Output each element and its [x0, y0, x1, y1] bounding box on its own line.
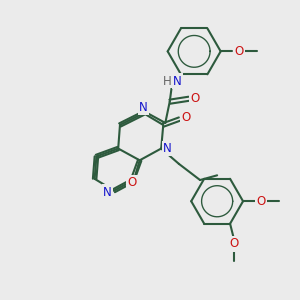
- Text: H: H: [163, 75, 171, 88]
- Text: N: N: [139, 101, 148, 114]
- Text: O: O: [128, 176, 137, 190]
- Text: O: O: [128, 176, 137, 190]
- Text: H: H: [163, 75, 171, 88]
- Text: N: N: [173, 75, 182, 88]
- Text: O: O: [257, 195, 266, 208]
- Text: O: O: [234, 45, 244, 58]
- Text: N: N: [172, 75, 181, 88]
- Text: O: O: [234, 45, 244, 58]
- Text: O: O: [229, 237, 238, 250]
- Text: N: N: [139, 101, 148, 114]
- Text: N: N: [163, 142, 172, 155]
- Text: O: O: [191, 92, 200, 105]
- Text: N: N: [163, 142, 172, 155]
- Text: O: O: [181, 111, 190, 124]
- Text: N: N: [103, 186, 112, 199]
- Text: O: O: [257, 195, 266, 208]
- Text: O: O: [191, 92, 200, 105]
- Text: O: O: [181, 111, 190, 124]
- Text: O: O: [229, 237, 238, 250]
- Text: N: N: [103, 186, 112, 199]
